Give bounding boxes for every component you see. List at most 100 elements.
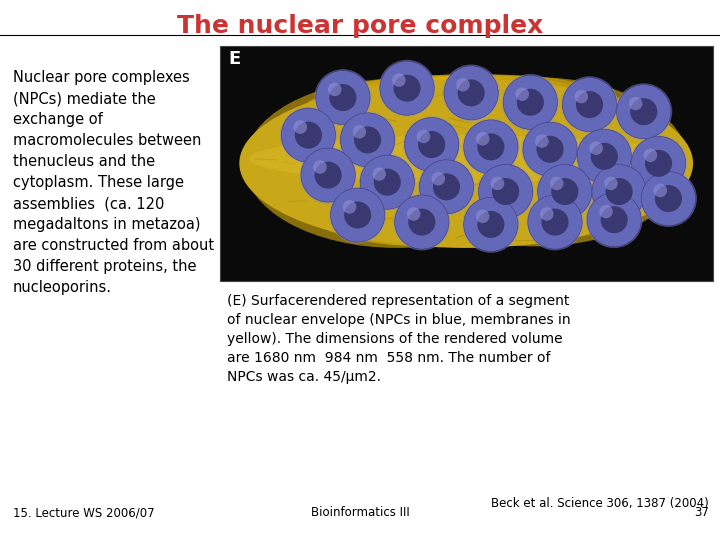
Ellipse shape — [418, 131, 445, 158]
Ellipse shape — [316, 71, 370, 125]
Ellipse shape — [604, 177, 618, 190]
Ellipse shape — [476, 132, 490, 146]
Ellipse shape — [535, 134, 549, 148]
Ellipse shape — [360, 155, 415, 209]
Ellipse shape — [503, 75, 557, 129]
Ellipse shape — [374, 168, 401, 195]
Ellipse shape — [644, 148, 657, 162]
Bar — [220, 46, 713, 281]
Ellipse shape — [552, 178, 578, 205]
Ellipse shape — [282, 108, 336, 162]
Ellipse shape — [590, 141, 603, 155]
Ellipse shape — [576, 91, 603, 118]
Ellipse shape — [395, 195, 449, 249]
Ellipse shape — [640, 170, 697, 227]
Ellipse shape — [458, 79, 485, 106]
Ellipse shape — [521, 121, 579, 178]
Text: (E) Surfacerendered representation of a segment
of nuclear envelope (NPCs in blu: (E) Surfacerendered representation of a … — [227, 294, 570, 384]
Ellipse shape — [301, 148, 355, 202]
Ellipse shape — [616, 83, 672, 140]
Ellipse shape — [616, 85, 671, 139]
Ellipse shape — [343, 75, 649, 244]
Ellipse shape — [379, 60, 436, 117]
Ellipse shape — [502, 74, 559, 131]
Ellipse shape — [393, 194, 450, 251]
Ellipse shape — [462, 119, 519, 176]
Ellipse shape — [528, 195, 582, 249]
Ellipse shape — [642, 172, 696, 226]
Ellipse shape — [433, 173, 460, 200]
Ellipse shape — [392, 73, 405, 87]
Ellipse shape — [294, 120, 307, 134]
Ellipse shape — [630, 98, 657, 125]
Ellipse shape — [249, 135, 683, 182]
Ellipse shape — [655, 185, 682, 212]
Ellipse shape — [380, 61, 434, 115]
Ellipse shape — [600, 206, 628, 233]
Text: 37: 37 — [694, 507, 709, 519]
Ellipse shape — [477, 211, 505, 238]
Ellipse shape — [517, 89, 544, 116]
Ellipse shape — [393, 75, 420, 102]
Ellipse shape — [341, 113, 395, 167]
Ellipse shape — [408, 208, 436, 235]
Ellipse shape — [300, 147, 356, 204]
Ellipse shape — [536, 163, 593, 220]
Ellipse shape — [492, 178, 519, 205]
Ellipse shape — [382, 77, 688, 246]
Ellipse shape — [343, 200, 356, 214]
Ellipse shape — [264, 77, 570, 246]
Ellipse shape — [294, 122, 322, 148]
Ellipse shape — [330, 188, 384, 242]
Ellipse shape — [491, 177, 504, 190]
Ellipse shape — [313, 160, 327, 174]
Ellipse shape — [561, 76, 618, 133]
Ellipse shape — [577, 129, 631, 183]
Text: E: E — [228, 50, 240, 68]
Ellipse shape — [645, 150, 672, 177]
Ellipse shape — [328, 83, 341, 96]
Ellipse shape — [315, 161, 342, 188]
Ellipse shape — [339, 111, 396, 168]
Ellipse shape — [540, 207, 554, 221]
Ellipse shape — [476, 210, 490, 223]
Ellipse shape — [303, 75, 609, 244]
Ellipse shape — [315, 69, 372, 126]
Ellipse shape — [536, 136, 564, 163]
Ellipse shape — [576, 128, 633, 185]
Ellipse shape — [590, 143, 618, 170]
Ellipse shape — [280, 107, 337, 164]
Ellipse shape — [444, 66, 498, 120]
Ellipse shape — [631, 136, 685, 191]
Ellipse shape — [629, 97, 642, 110]
Ellipse shape — [477, 133, 505, 160]
Ellipse shape — [592, 165, 647, 219]
Ellipse shape — [403, 116, 460, 173]
Ellipse shape — [541, 208, 569, 235]
Ellipse shape — [516, 87, 529, 101]
Ellipse shape — [329, 187, 386, 244]
Ellipse shape — [464, 198, 518, 252]
Ellipse shape — [284, 76, 590, 245]
Ellipse shape — [587, 193, 642, 247]
Ellipse shape — [244, 79, 550, 248]
Ellipse shape — [363, 76, 668, 245]
Ellipse shape — [407, 207, 420, 221]
Ellipse shape — [456, 78, 469, 91]
Ellipse shape — [405, 118, 459, 172]
Ellipse shape — [575, 90, 588, 103]
Ellipse shape — [538, 165, 592, 219]
Ellipse shape — [372, 167, 386, 181]
Ellipse shape — [630, 135, 687, 192]
Ellipse shape — [479, 165, 533, 219]
Ellipse shape — [526, 194, 583, 251]
Ellipse shape — [353, 125, 366, 138]
Ellipse shape — [562, 78, 616, 132]
Ellipse shape — [418, 158, 475, 215]
Ellipse shape — [443, 64, 500, 122]
Ellipse shape — [464, 120, 518, 174]
Ellipse shape — [323, 74, 629, 243]
Ellipse shape — [431, 172, 445, 185]
Ellipse shape — [239, 79, 693, 248]
Text: 15. Lecture WS 2006/07: 15. Lecture WS 2006/07 — [13, 507, 155, 519]
